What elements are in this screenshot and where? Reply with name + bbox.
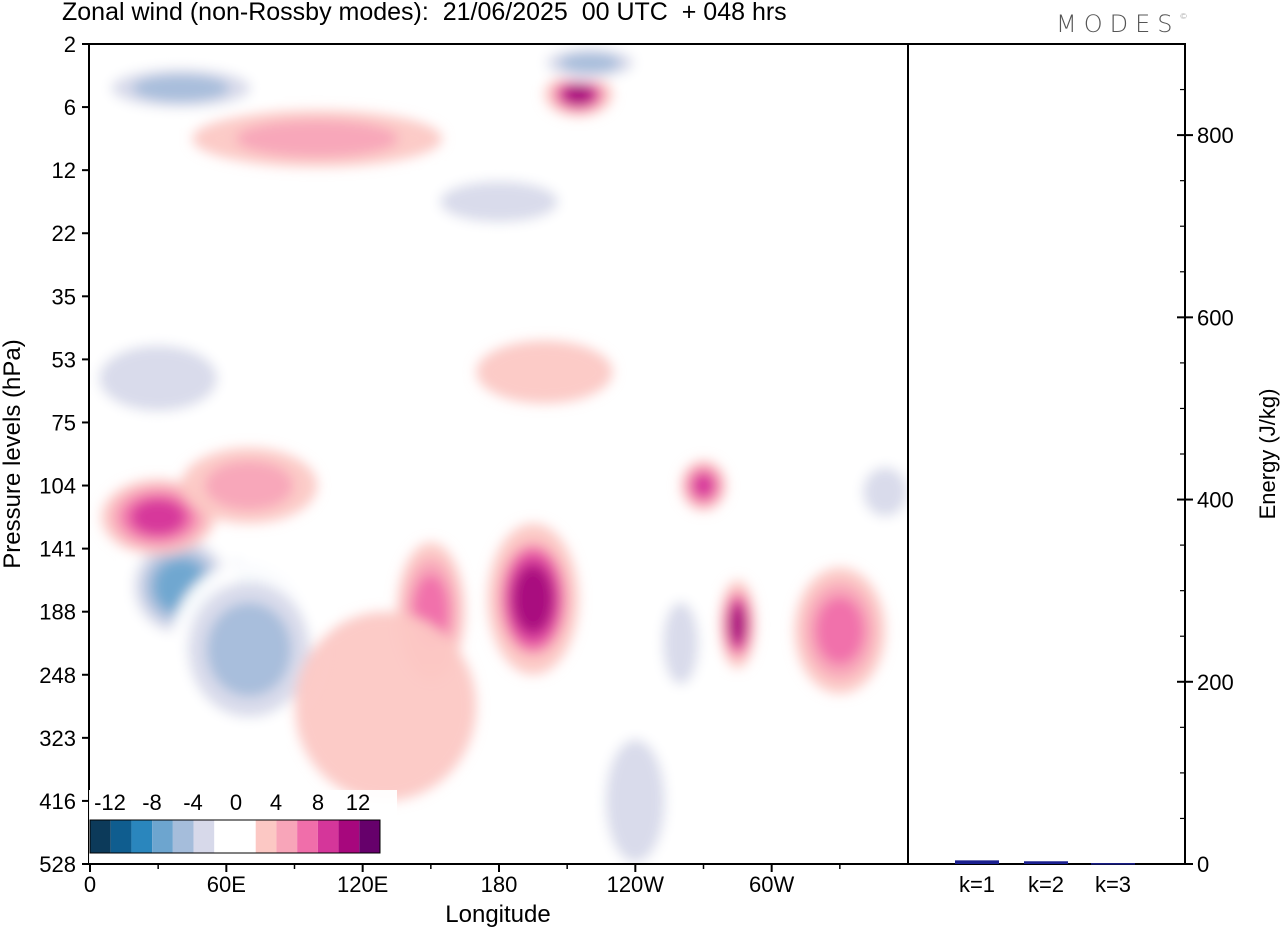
y-tick-label: 22	[52, 221, 76, 246]
heatmap-cell	[439, 181, 559, 223]
modes-logo: MODES©	[1056, 10, 1187, 38]
colorbar-swatch	[297, 820, 318, 853]
heatmap-cell	[605, 739, 665, 863]
heatmap-cell	[294, 611, 477, 801]
x-tick-label: 180	[481, 872, 518, 897]
colorbar-label: 12	[346, 790, 370, 815]
heatmap-cell	[99, 345, 218, 412]
heatmap-cell	[729, 604, 746, 644]
y-axis: 2 6 12 22 35 53 75 104 141 188 248 323 416 528	[39, 32, 90, 877]
logo-mark: ©	[1179, 12, 1188, 21]
y-tick-label: 188	[39, 600, 76, 625]
colorbar-swatch	[193, 820, 215, 853]
energy-bar	[1024, 861, 1068, 864]
energy-axis: 0 200 400 600 800	[1177, 43, 1234, 877]
x-tick-label: 120W	[607, 872, 665, 897]
heatmap-cell	[863, 467, 908, 517]
y-axis-label: Pressure levels (hPa)	[0, 339, 26, 568]
energy-bar	[1091, 863, 1135, 865]
x-tick-label: 0	[84, 872, 96, 897]
heatmap-cell	[663, 602, 699, 685]
heatmap-cell	[132, 74, 230, 102]
heatmap-cell	[563, 84, 594, 105]
heatmap-cell	[206, 602, 292, 697]
y-tick-label: 248	[39, 663, 76, 688]
colorbar-swatch	[338, 820, 360, 853]
energy-bar	[955, 860, 999, 864]
heatmap-cell	[815, 596, 865, 665]
heatmap-blobs	[90, 44, 908, 864]
energy-tick-label: 600	[1197, 305, 1234, 330]
colorbar-swatch	[90, 820, 111, 853]
y-tick-label: 323	[39, 726, 76, 751]
colorbar-swatch	[152, 820, 173, 853]
x-axis: 0 60E 120E 180 120W 60W	[84, 864, 841, 897]
y-tick-label: 104	[39, 474, 76, 499]
colorbar-swatch	[172, 820, 194, 853]
colorbar-label: -4	[183, 790, 203, 815]
heatmap-cell	[692, 473, 715, 498]
energy-bars: k=1 k=2 k=3	[955, 860, 1135, 897]
heatmap-cell	[476, 340, 613, 404]
y-tick-label: 35	[52, 284, 76, 309]
heatmap-cell	[559, 52, 621, 74]
heatmap-cell	[235, 120, 399, 158]
heatmap-cell	[513, 565, 554, 633]
colorbar: -12 -8 -4 0 4 8 12	[89, 790, 397, 863]
y-tick-label: 141	[39, 537, 76, 562]
logo-text: MODES	[1056, 10, 1180, 38]
energy-tick-label: 200	[1197, 670, 1234, 695]
colorbar-label: 8	[312, 790, 324, 815]
y-tick-label: 528	[39, 852, 76, 877]
colorbar-label: 4	[270, 790, 282, 815]
y-tick-label: 416	[39, 789, 76, 814]
colorbar-swatch	[110, 820, 132, 853]
energy-tick-label: 0	[1197, 852, 1209, 877]
colorbar-swatch	[255, 820, 277, 853]
colorbar-swatch	[131, 820, 153, 853]
chart-title: Zonal wind (non-Rossby modes): 21/06/202…	[62, 0, 787, 26]
x-axis-label: Longitude	[445, 901, 550, 928]
bar-category-label: k=2	[1028, 872, 1064, 897]
energy-tick-label: 800	[1197, 123, 1234, 148]
heatmap-field	[90, 44, 908, 864]
bar-category-label: k=3	[1095, 872, 1131, 897]
bar-frame	[907, 43, 1186, 865]
heatmap-cell	[204, 460, 294, 511]
colorbar-swatch	[317, 820, 339, 853]
y-tick-label: 6	[64, 95, 76, 120]
energy-axis-label: Energy (J/kg)	[1255, 389, 1280, 520]
colorbar-swatch	[214, 820, 235, 853]
colorbar-label: 0	[230, 790, 242, 815]
colorbar-label: -12	[94, 790, 126, 815]
y-tick-label: 12	[52, 158, 76, 183]
y-tick-label: 75	[52, 410, 76, 435]
y-tick-label: 53	[52, 347, 76, 372]
x-tick-label: 120E	[337, 872, 388, 897]
colorbar-swatch	[359, 820, 380, 853]
bar-category-label: k=1	[959, 872, 995, 897]
x-tick-label: 60W	[749, 872, 794, 897]
y-tick-label: 2	[64, 32, 76, 57]
x-tick-label: 60E	[207, 872, 246, 897]
colorbar-swatch	[235, 820, 256, 853]
colorbar-label: -8	[142, 790, 162, 815]
colorbar-swatch	[276, 820, 298, 853]
colorbar-border	[89, 819, 381, 854]
heatmap-cell	[131, 499, 186, 536]
energy-tick-label: 400	[1197, 488, 1234, 513]
